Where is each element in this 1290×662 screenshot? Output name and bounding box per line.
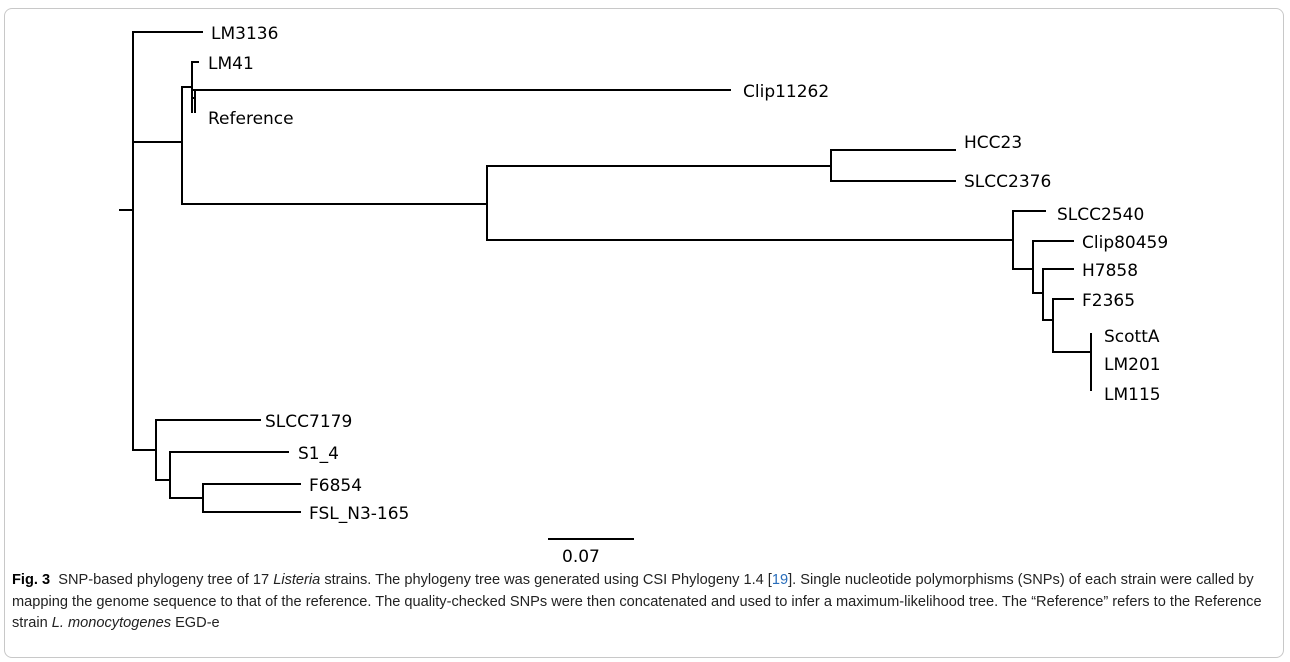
leaf-fsl_n3_165: FSL_N3-165 xyxy=(309,504,409,524)
phylogeny-tree: LM3136 LM41 Clip11262 Reference HCC23 SL… xyxy=(119,24,1168,567)
leaf-slcc2376: SLCC2376 xyxy=(964,172,1051,192)
leaf-lm41: LM41 xyxy=(208,54,254,74)
caption-italic-species: L. monocytogenes xyxy=(51,615,172,631)
caption-text-1: SNP-based phylogeny tree of 17 xyxy=(58,572,274,588)
leaf-hcc23: HCC23 xyxy=(964,133,1022,153)
leaf-f2365: F2365 xyxy=(1082,291,1135,311)
leaf-slcc2540: SLCC2540 xyxy=(1057,205,1144,225)
scale-bar-label: 0.07 xyxy=(562,547,600,567)
caption-text-3: ]. Single nucleotide polymorphisms (SNPs… xyxy=(12,572,1262,631)
caption-text-2: strains. The phylogeny tree was generate… xyxy=(320,572,772,588)
leaf-scotta: ScottA xyxy=(1104,327,1160,347)
leaf-clip11262: Clip11262 xyxy=(743,82,829,102)
leaf-lm201: LM201 xyxy=(1104,355,1161,375)
leaf-reference: Reference xyxy=(208,109,294,129)
caption-text-4: EGD-e xyxy=(171,615,220,631)
figure-caption: Fig. 3 SNP-based phylogeny tree of 17 Li… xyxy=(12,570,1274,635)
caption-fig-label: Fig. 3 xyxy=(12,572,51,588)
leaf-f6854: F6854 xyxy=(309,476,362,496)
figure-frame xyxy=(4,8,1284,658)
leaf-lm115: LM115 xyxy=(1104,385,1161,405)
caption-italic-genus: Listeria xyxy=(273,572,321,588)
leaf-slcc7179: SLCC7179 xyxy=(265,412,352,432)
caption-reference-link[interactable]: 19 xyxy=(771,572,789,588)
leaf-clip80459: Clip80459 xyxy=(1082,233,1168,253)
leaf-h7858: H7858 xyxy=(1082,261,1138,281)
leaf-s1_4: S1_4 xyxy=(298,444,339,464)
leaf-lm3136: LM3136 xyxy=(211,24,278,44)
